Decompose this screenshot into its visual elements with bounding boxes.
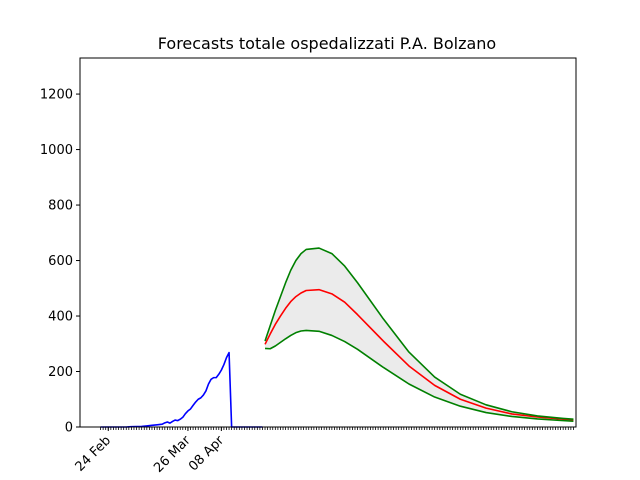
series-line-2 — [264, 247, 574, 421]
y-tick-label: 600 — [48, 254, 73, 269]
y-tick-label: 200 — [48, 365, 73, 380]
y-tick-label: 400 — [48, 310, 73, 325]
confidence-band — [265, 248, 574, 422]
y-tick-label: 800 — [48, 199, 73, 214]
series-line-1 — [264, 288, 574, 421]
y-tick-label: 1000 — [40, 143, 73, 158]
y-tick-label: 1200 — [40, 88, 73, 103]
series-line-3 — [264, 329, 574, 422]
chart-title: Forecasts totale ospedalizzati P.A. Bolz… — [158, 34, 496, 53]
y-tick-label: 0 — [65, 421, 73, 436]
plot-frame — [79, 57, 577, 428]
